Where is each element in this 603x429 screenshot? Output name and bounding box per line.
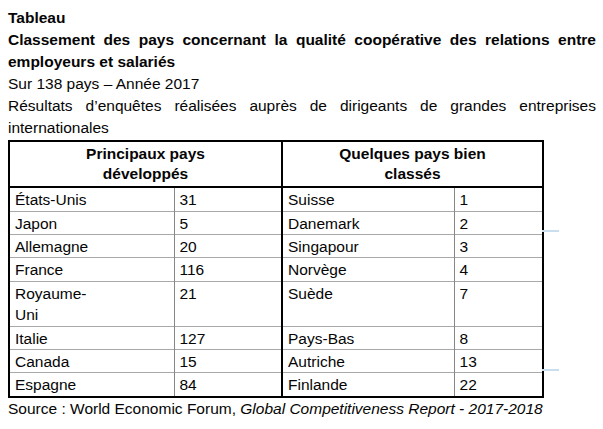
rank-cell: 4 [454, 257, 543, 281]
table-row: Espagne 84 Finlande 22 [9, 372, 543, 397]
rank-cell: 20 [174, 234, 282, 257]
rank-cell: 84 [174, 372, 282, 397]
country-cell: Allemagne [9, 234, 174, 257]
table-row: Japon 5 Danemark 2 [9, 211, 543, 234]
doc-description-line1: Résultats d’enquêtes réalisées auprès de… [8, 95, 596, 117]
country-cell: États-Unis [9, 187, 174, 211]
table-row: Allemagne 20 Singapour 3 [9, 234, 543, 257]
country-cell: Italie [9, 326, 174, 349]
rank-cell: 3 [454, 234, 543, 257]
country-cell: Autriche [282, 349, 454, 372]
doc-description-line2: internationales [8, 117, 596, 139]
table-row: Italie 127 Pays-Bas 8 [9, 326, 543, 349]
rank-cell: 22 [454, 372, 543, 397]
country-ranking-table: Principaux pays développés Quelques pays… [8, 140, 544, 398]
country-cell: Norvège [282, 257, 454, 281]
country-cell: Suisse [282, 187, 454, 211]
country-cell: Suède [282, 281, 454, 326]
rank-cell: 21 [174, 281, 282, 326]
rank-cell: 13 [454, 349, 543, 372]
source-report-title: Global Competitiveness Report - 2017-201… [240, 400, 542, 417]
rank-cell: 116 [174, 257, 282, 281]
doc-title-line1: Classement des pays concernant la qualit… [8, 29, 596, 51]
source-caption: Source : World Economic Forum, Global Co… [8, 398, 596, 419]
rank-cell: 7 [454, 281, 543, 326]
rank-cell: 31 [174, 187, 282, 211]
country-cell: Finlande [282, 372, 454, 397]
country-cell: Canada [9, 349, 174, 372]
rank-cell: 2 [454, 211, 543, 234]
country-cell: Japon [9, 211, 174, 234]
document-header: Tableau Classement des pays concernant l… [8, 7, 596, 139]
table-row: Royaume- Uni 21 Suède 7 [9, 281, 543, 326]
country-cell: Singapour [282, 234, 454, 257]
rank-cell: 15 [174, 349, 282, 372]
blue-dash-mark [542, 369, 559, 371]
country-cell: Espagne [9, 372, 174, 397]
rank-cell: 1 [454, 187, 543, 211]
header-developed-countries: Principaux pays développés [9, 141, 282, 187]
doc-title-line2: employeurs et salariés [8, 51, 596, 73]
table-row: États-Unis 31 Suisse 1 [9, 187, 543, 211]
table-row: France 116 Norvège 4 [9, 257, 543, 281]
blue-dash-mark [542, 230, 559, 232]
doc-label: Tableau [8, 7, 596, 29]
country-cell: Royaume- Uni [9, 281, 174, 326]
doc-subtitle: Sur 138 pays – Année 2017 [8, 73, 596, 95]
rank-cell: 5 [174, 211, 282, 234]
country-cell: Pays-Bas [282, 326, 454, 349]
country-cell: Danemark [282, 211, 454, 234]
rank-cell: 127 [174, 326, 282, 349]
rank-cell: 8 [454, 326, 543, 349]
country-cell: France [9, 257, 174, 281]
table-header-row: Principaux pays développés Quelques pays… [9, 141, 543, 187]
source-prefix: Source : World Economic Forum, [8, 400, 240, 417]
table-row: Canada 15 Autriche 13 [9, 349, 543, 372]
document-page: Tableau Classement des pays concernant l… [0, 0, 603, 429]
header-well-ranked-countries: Quelques pays bien classés [282, 141, 543, 187]
